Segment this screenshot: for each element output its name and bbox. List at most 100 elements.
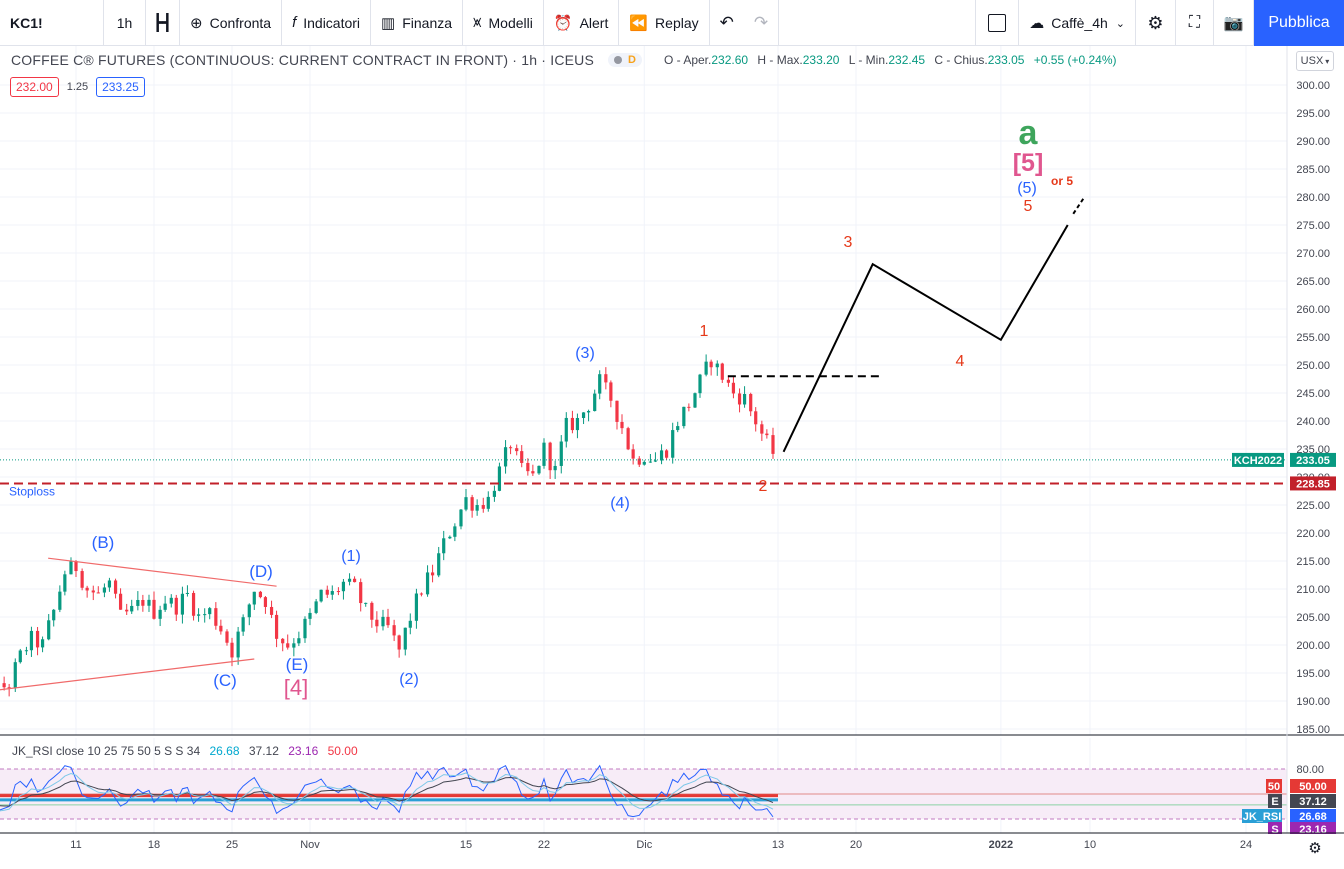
settings-button[interactable]: ⚙ [1136,0,1176,46]
wave-4-big-label: [4] [284,675,308,700]
candle-body [425,572,430,595]
candle-body [559,441,563,466]
series-title: COFFEE C® FUTURES (CONTINUOUS: CURRENT C… [11,52,595,68]
layout-name: Caffè_4h [1051,15,1108,31]
symbol-search[interactable]: KC1! [0,0,104,46]
last-price-tag-bg [1290,452,1336,467]
candle-body [180,593,185,615]
candle-body [74,561,78,572]
layout-name-button[interactable]: ☁ Caffè_4h ⌄ [1019,0,1136,46]
candle-body [130,605,134,612]
rsi-smooth-line [0,772,774,812]
time-tick-label: 24 [1240,839,1252,851]
replay-button[interactable]: ⏪ Replay [619,0,710,46]
rsi-name: JK_RSI close 10 25 75 50 5 S S 34 [12,744,201,758]
rsi-e-label-tag-bg [1268,794,1282,808]
gear-icon: ⚙ [1147,12,1164,33]
compare-button[interactable]: ⊕ Confronta [180,0,283,46]
rsi-value-4: 50.00 [327,744,358,758]
candle-body [430,572,435,576]
currency-label: USX [1300,55,1324,67]
indicators-label: Indicatori [303,14,361,31]
cloud-icon: ☁ [1029,15,1045,32]
candle-body [91,590,95,593]
finance-button[interactable]: ▥ Finanza [371,0,464,46]
candle-body [47,620,51,640]
candle-body [69,561,73,575]
trendline [48,557,277,587]
currency-select[interactable]: USX ▾ [1296,51,1334,71]
stoploss-price-tag-bg [1290,476,1336,491]
snapshot-button[interactable]: 📷 [1214,0,1254,46]
candle-body [531,471,535,474]
candle-body [676,426,680,431]
time-tick-label: Nov [300,839,320,851]
ohlc-values: O - Aper.232.60 H - Max.233.20 L - Min.2… [664,53,1123,67]
candle-body [664,450,669,458]
toolbar-right: ☁ Caffè_4h ⌄ ⚙ ⛶ 📷 Pubblica [975,0,1344,46]
minor-4-label: 4 [956,353,965,370]
indicators-button[interactable]: f Indicatori [282,0,372,46]
price-tick-label: 270.00 [1296,248,1330,260]
symbol-tag: KCH2022 [1234,455,1282,467]
projection-dashed [1072,196,1086,215]
templates-label: Modelli [488,14,533,31]
price-chart[interactable]: 300.00295.00290.00285.00280.00275.00270.… [0,46,1344,869]
camera-icon: 📷 [1223,15,1244,32]
price-tick-label: 250.00 [1296,360,1330,372]
candle-body [375,619,379,627]
publish-button[interactable]: Pubblica [1254,0,1344,46]
candle-body [593,393,597,412]
candle-body [163,603,167,610]
bid-button[interactable]: 232.00 [10,77,59,97]
low-value: 232.45 [888,53,926,67]
candle-body [503,447,508,467]
rsi-value-tag: 26.68 [1299,811,1327,823]
interval-button[interactable]: 1h [104,0,146,46]
candle-body [297,638,301,644]
wave-a-label: a [1019,114,1039,152]
time-tick-label: 15 [460,839,472,851]
candle-body [392,625,396,636]
price-tick-label: 260.00 [1296,304,1330,316]
undo-button[interactable]: ↶ [710,0,744,46]
candle-body [52,609,56,621]
candle-body [537,465,541,474]
rsi-50-value-tag: 50.00 [1299,781,1327,793]
publish-label: Pubblica [1268,14,1330,31]
close-label: C - Chius. [934,53,988,67]
undo-icon: ↶ [719,12,734,32]
replay-label: Replay [655,14,699,31]
candle-body [236,631,240,658]
rsi-value-1: 26.68 [209,744,240,758]
rsi-line [0,764,774,818]
rsi-e-label-tag: E [1271,796,1278,808]
data-status-badge[interactable]: D [608,53,642,67]
layout-select-button[interactable] [975,0,1020,46]
ask-button[interactable]: 233.25 [96,77,145,97]
wave-5-label: (5) [1017,180,1037,197]
time-tick-label: 20 [850,839,862,851]
rsi-e-value-tag-bg [1290,794,1336,808]
candle-body [497,466,502,491]
alert-button[interactable]: ⏰ Alert [544,0,620,46]
candle-body [737,393,742,405]
price-tick-label: 220.00 [1296,528,1330,540]
rsi-pane [0,734,1344,834]
candle-body [125,609,129,612]
price-tick-label: 190.00 [1296,696,1330,708]
candle-body [230,642,234,658]
candle-body [526,462,530,472]
fullscreen-button[interactable]: ⛶ [1176,0,1214,46]
candle-body [147,599,151,606]
rsi-tick-label: 80.00 [1296,764,1324,776]
price-tick-label: 265.00 [1296,276,1330,288]
candle-body [286,643,290,648]
candle-body [308,612,312,619]
bar-style-button[interactable]: ┣┫ [146,0,180,46]
symbol-tag-bg [1232,452,1284,467]
candle-body [464,497,468,510]
templates-button[interactable]: ⩙ Modelli [463,0,544,46]
redo-button[interactable]: ↷ [744,0,780,46]
price-tick-label: 285.00 [1296,164,1330,176]
